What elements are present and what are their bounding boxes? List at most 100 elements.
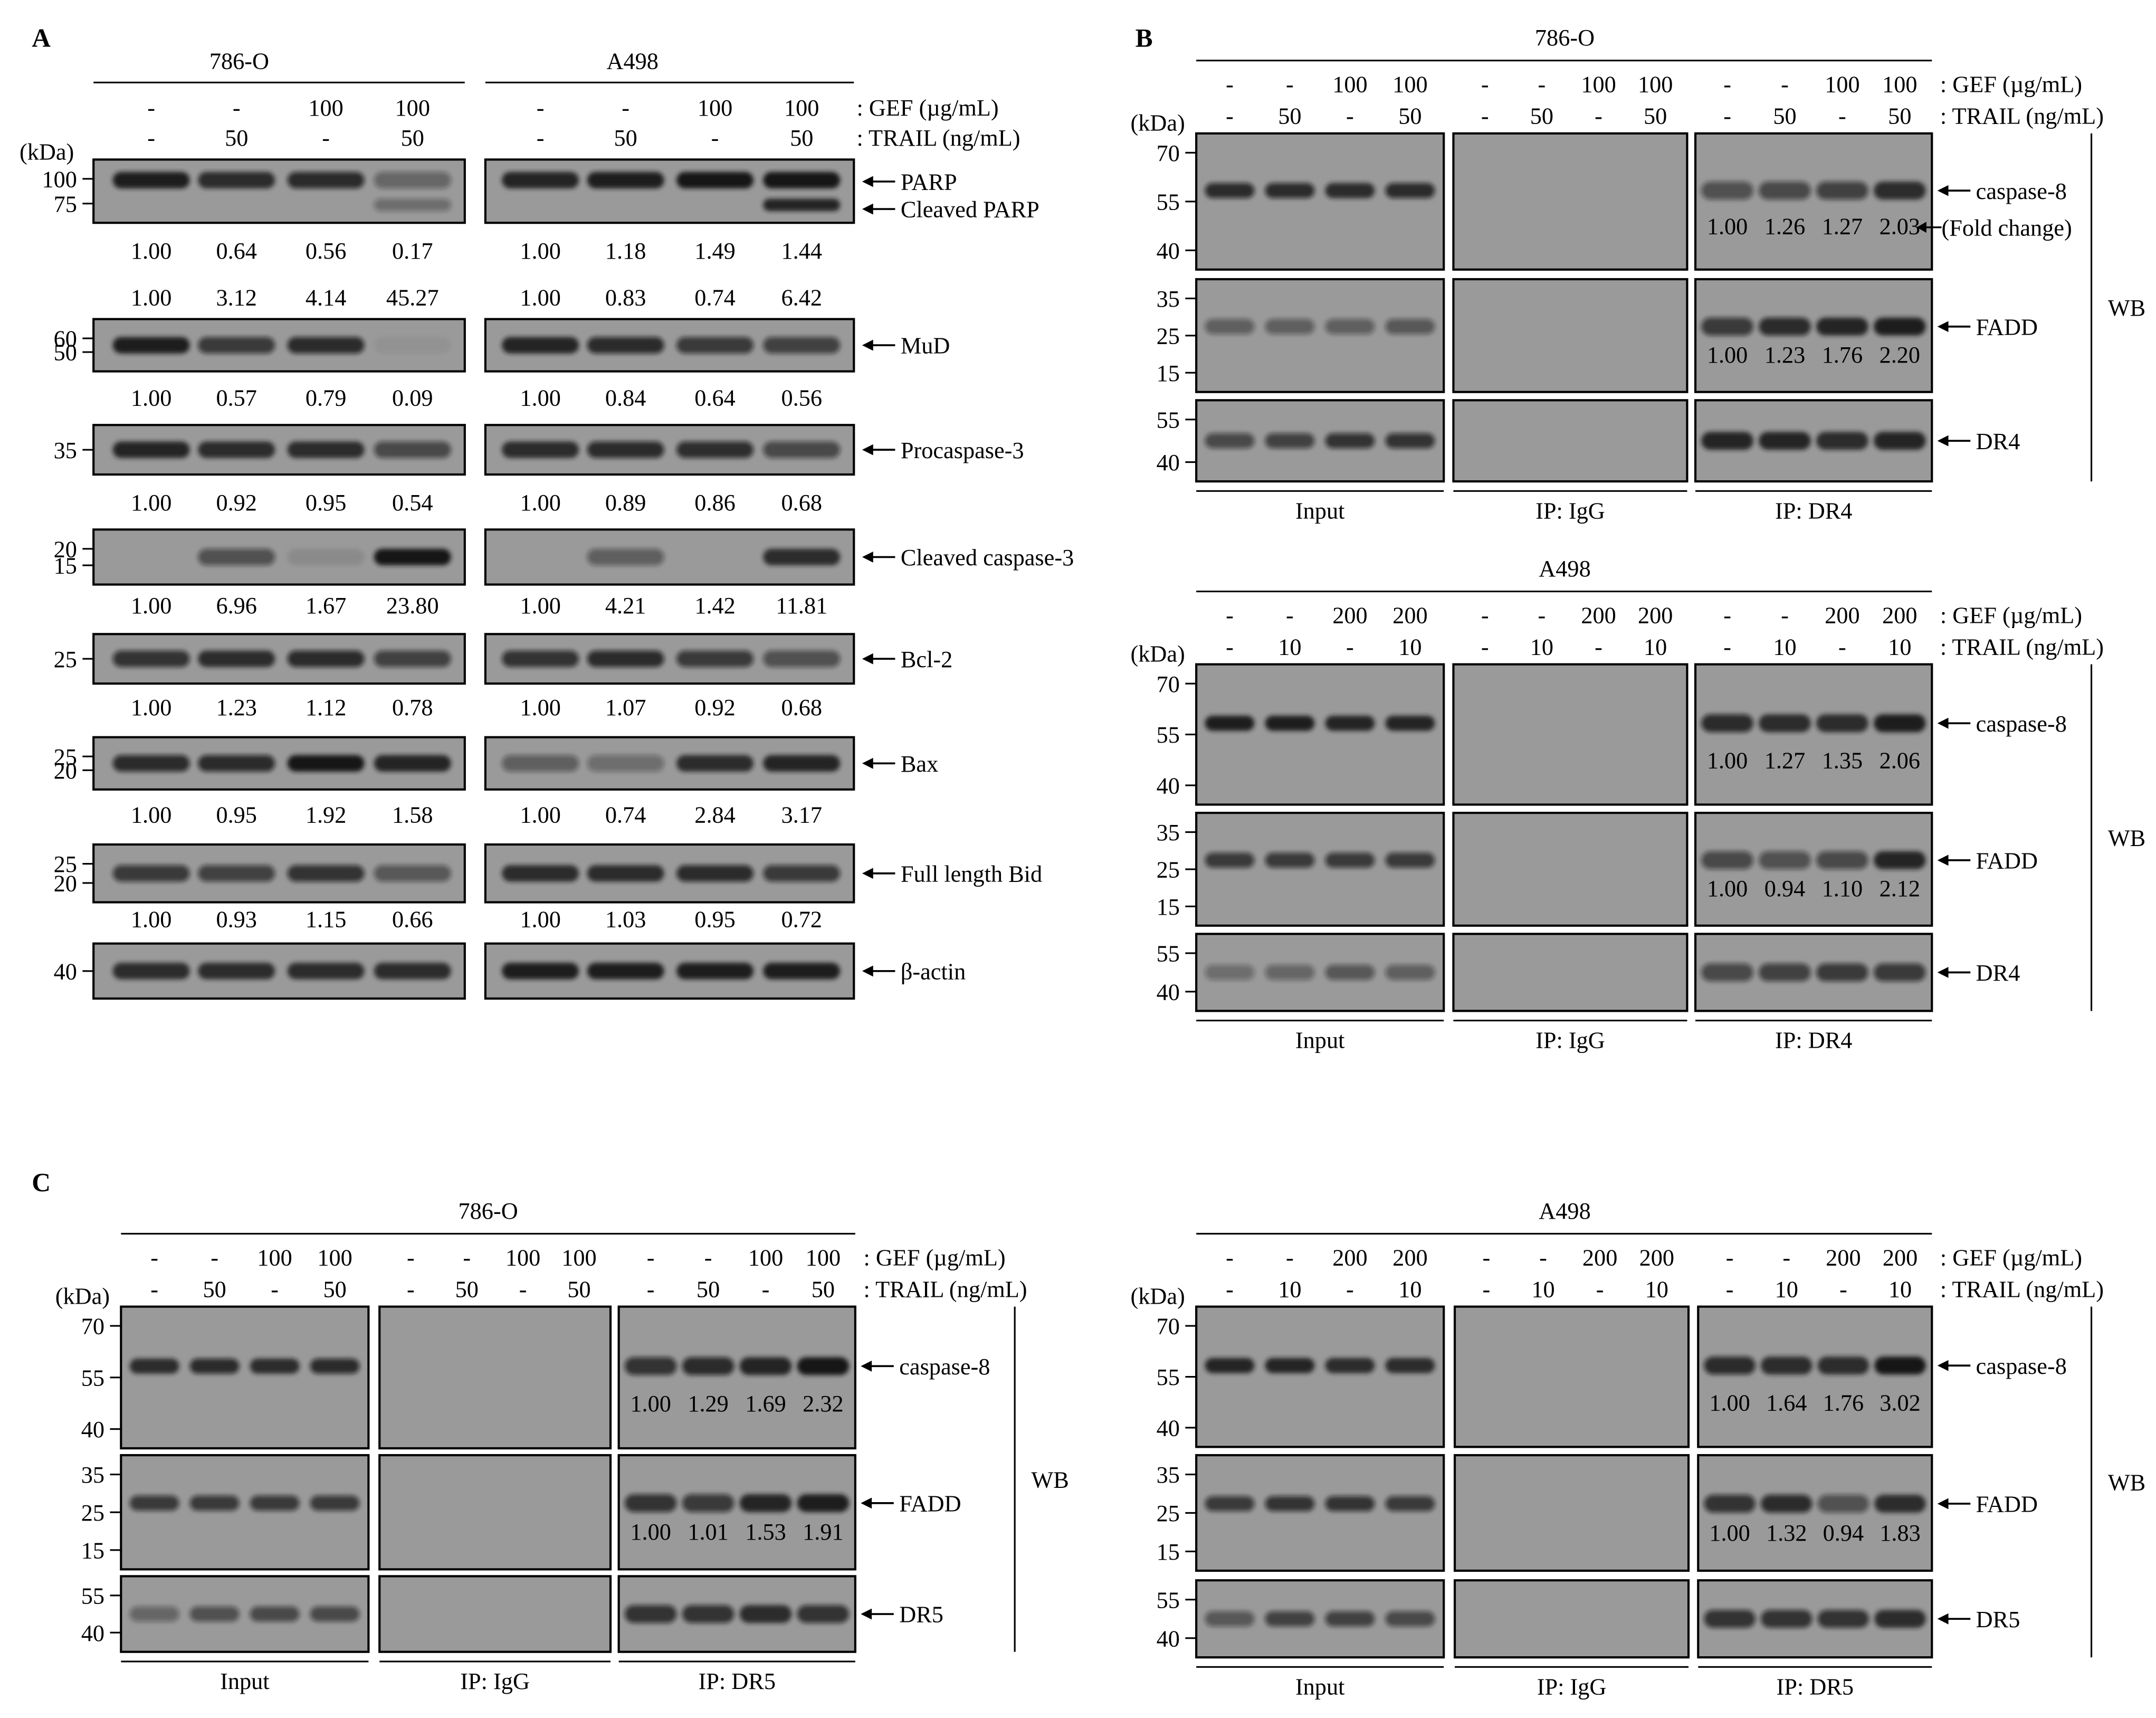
- cell-line-title: A498: [1539, 556, 1590, 582]
- quant-value: 1.00: [131, 490, 172, 516]
- band-ip: [1816, 317, 1868, 336]
- quant-value: 0.68: [781, 490, 822, 516]
- quant-value: 0.84: [605, 385, 646, 411]
- trail-dose: -: [150, 1276, 158, 1302]
- gef-dose: 200: [1392, 1245, 1427, 1270]
- band-ip: [1874, 851, 1926, 869]
- band-ip: [682, 1494, 734, 1512]
- quant-value: 0.95: [694, 906, 736, 932]
- gef-label: : GEF (µg/mL): [864, 1245, 1006, 1270]
- trail-dose: -: [1226, 634, 1234, 660]
- gef-dose: -: [1538, 602, 1546, 628]
- trail-dose: -: [1595, 103, 1602, 129]
- quant-value: 2.03: [1880, 214, 1921, 240]
- band: [676, 650, 754, 667]
- gef-dose: 100: [806, 1245, 841, 1270]
- trail-dose: -: [1346, 103, 1354, 129]
- band: [374, 548, 451, 566]
- mw-marker: 55: [1157, 722, 1180, 748]
- left-arrow-icon: [862, 444, 873, 455]
- mw-marker: 25: [54, 647, 77, 672]
- gef-dose: 100: [561, 1245, 596, 1270]
- band-ip: [1874, 1610, 1926, 1628]
- target-label: FADD: [1976, 1492, 2038, 1517]
- band: [587, 172, 664, 189]
- target-label: FADD: [899, 1491, 961, 1517]
- band-input: [129, 1495, 179, 1511]
- mw-marker: 40: [1157, 1416, 1180, 1441]
- gef-dose: -: [1723, 602, 1731, 628]
- quant-value: 1.00: [1707, 876, 1748, 901]
- mw-marker: 15: [1157, 360, 1180, 386]
- group-label: Input: [220, 1668, 270, 1694]
- gef-dose: -: [1723, 72, 1731, 98]
- band-ip: [1759, 317, 1811, 336]
- band: [763, 441, 841, 458]
- quant-value: 1.00: [1709, 1520, 1750, 1546]
- band-input: [189, 1495, 240, 1511]
- band: [763, 755, 841, 772]
- mw-marker: 35: [1157, 286, 1180, 312]
- mw-marker: 70: [1157, 140, 1180, 166]
- band: [587, 548, 664, 566]
- quant-value: 1.23: [216, 695, 257, 720]
- blot-caspase-8: [1694, 663, 1933, 806]
- blot-fadd: [1195, 278, 1445, 393]
- left-arrow-icon: [1937, 1360, 1949, 1371]
- target-label: FADD: [1976, 848, 2038, 874]
- gef-dose: 100: [395, 95, 430, 121]
- mw-marker: 55: [1157, 941, 1180, 967]
- band-input: [1385, 852, 1435, 868]
- target-label: DR5: [899, 1602, 943, 1628]
- band: [587, 865, 664, 882]
- band-input: [250, 1606, 300, 1622]
- gef-dose: -: [1726, 1245, 1734, 1270]
- band-ip: [1817, 1356, 1869, 1375]
- quant-value: 1.64: [1766, 1390, 1807, 1416]
- trail-dose: 10: [1278, 1276, 1301, 1302]
- fold-change-label: (Fold change): [1942, 215, 2072, 241]
- gef-dose: 100: [748, 1245, 783, 1270]
- target-label: Full length Bid: [901, 861, 1042, 887]
- mw-marker: 25: [54, 744, 77, 770]
- quant-value: 6.96: [216, 593, 257, 619]
- band: [112, 337, 190, 354]
- target-label: caspase-8: [1976, 1353, 2067, 1379]
- mw-marker: 40: [81, 1417, 104, 1442]
- band-input: [1265, 319, 1315, 335]
- gef-dose: 200: [1392, 602, 1427, 628]
- group-label: Input: [1295, 498, 1345, 524]
- band: [763, 172, 841, 189]
- trail-dose: 10: [1645, 1276, 1668, 1302]
- band-ip: [624, 1357, 677, 1375]
- band-input: [1205, 715, 1255, 731]
- quant-value: 1.00: [131, 593, 172, 619]
- left-arrow-icon: [1937, 185, 1949, 196]
- band-ip: [739, 1494, 792, 1512]
- mw-marker: 35: [1157, 820, 1180, 846]
- gef-dose: 200: [1882, 602, 1917, 628]
- mw-marker: 25: [54, 851, 77, 877]
- gef-dose: -: [211, 1245, 218, 1270]
- gef-dose: 100: [1882, 72, 1917, 98]
- band-input: [1265, 852, 1315, 868]
- gef-dose: 100: [1825, 72, 1859, 98]
- trail-dose: -: [1726, 1276, 1734, 1302]
- blot-dr5: [378, 1575, 612, 1653]
- band: [287, 441, 365, 458]
- quant-value: 0.92: [694, 695, 736, 720]
- quant-value: 1.00: [630, 1391, 671, 1417]
- gef-label: : GEF (µg/mL): [1940, 602, 2082, 628]
- target-label: PARP: [901, 169, 957, 195]
- trail-dose: -: [647, 1276, 655, 1302]
- gef-dose: 200: [1581, 602, 1616, 628]
- band-input: [310, 1606, 360, 1622]
- left-arrow-icon: [862, 965, 873, 977]
- band-ip: [1817, 1610, 1869, 1628]
- blot-fadd: [1697, 1454, 1933, 1572]
- band-ip: [1759, 714, 1811, 733]
- blot-caspase-8: [617, 1305, 856, 1450]
- trail-label: : TRAIL (ng/mL): [1940, 634, 2104, 660]
- band-ip: [1816, 714, 1868, 733]
- target-label: β-actin: [901, 958, 966, 984]
